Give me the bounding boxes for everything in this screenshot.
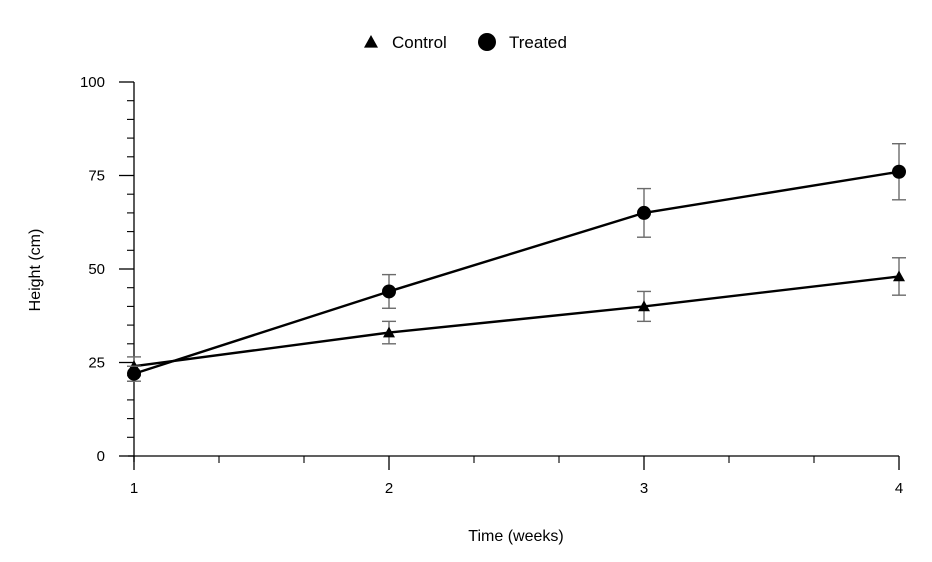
series-control [127,257,906,377]
data-point [127,366,141,381]
x-tick-label: 2 [385,480,393,497]
data-point [638,300,650,312]
legend-item-treated: Treated [478,33,567,52]
data-point [637,205,651,220]
data-point [893,270,905,282]
series-treated [127,143,906,382]
y-tick-label: 25 [88,355,105,372]
axes: 0 25 50 75 100 1 2 3 4 [80,74,903,497]
y-tick-label: 75 [88,168,105,185]
x-axis-title: Time (weeks) [468,528,563,545]
legend-marker [364,35,378,48]
data-point [382,284,396,299]
x-tick-label: 4 [895,480,903,497]
plot-area [127,143,906,382]
legend-item-control: Control [364,33,447,52]
x-tick-label: 3 [640,480,648,497]
x-tick-label: 1 [130,480,138,497]
legend-marker [478,33,496,51]
y-axis-title: Height (cm) [27,229,44,312]
series-line [133,170,900,375]
legend: Control Treated [364,33,567,52]
y-tick-label: 100 [80,74,105,91]
legend-label: Control [392,33,447,52]
data-point [383,326,395,338]
data-point [892,164,906,179]
y-tick-label: 0 [97,448,105,465]
series-line [133,275,900,368]
y-tick-label: 50 [88,261,105,278]
legend-label: Treated [509,33,567,52]
